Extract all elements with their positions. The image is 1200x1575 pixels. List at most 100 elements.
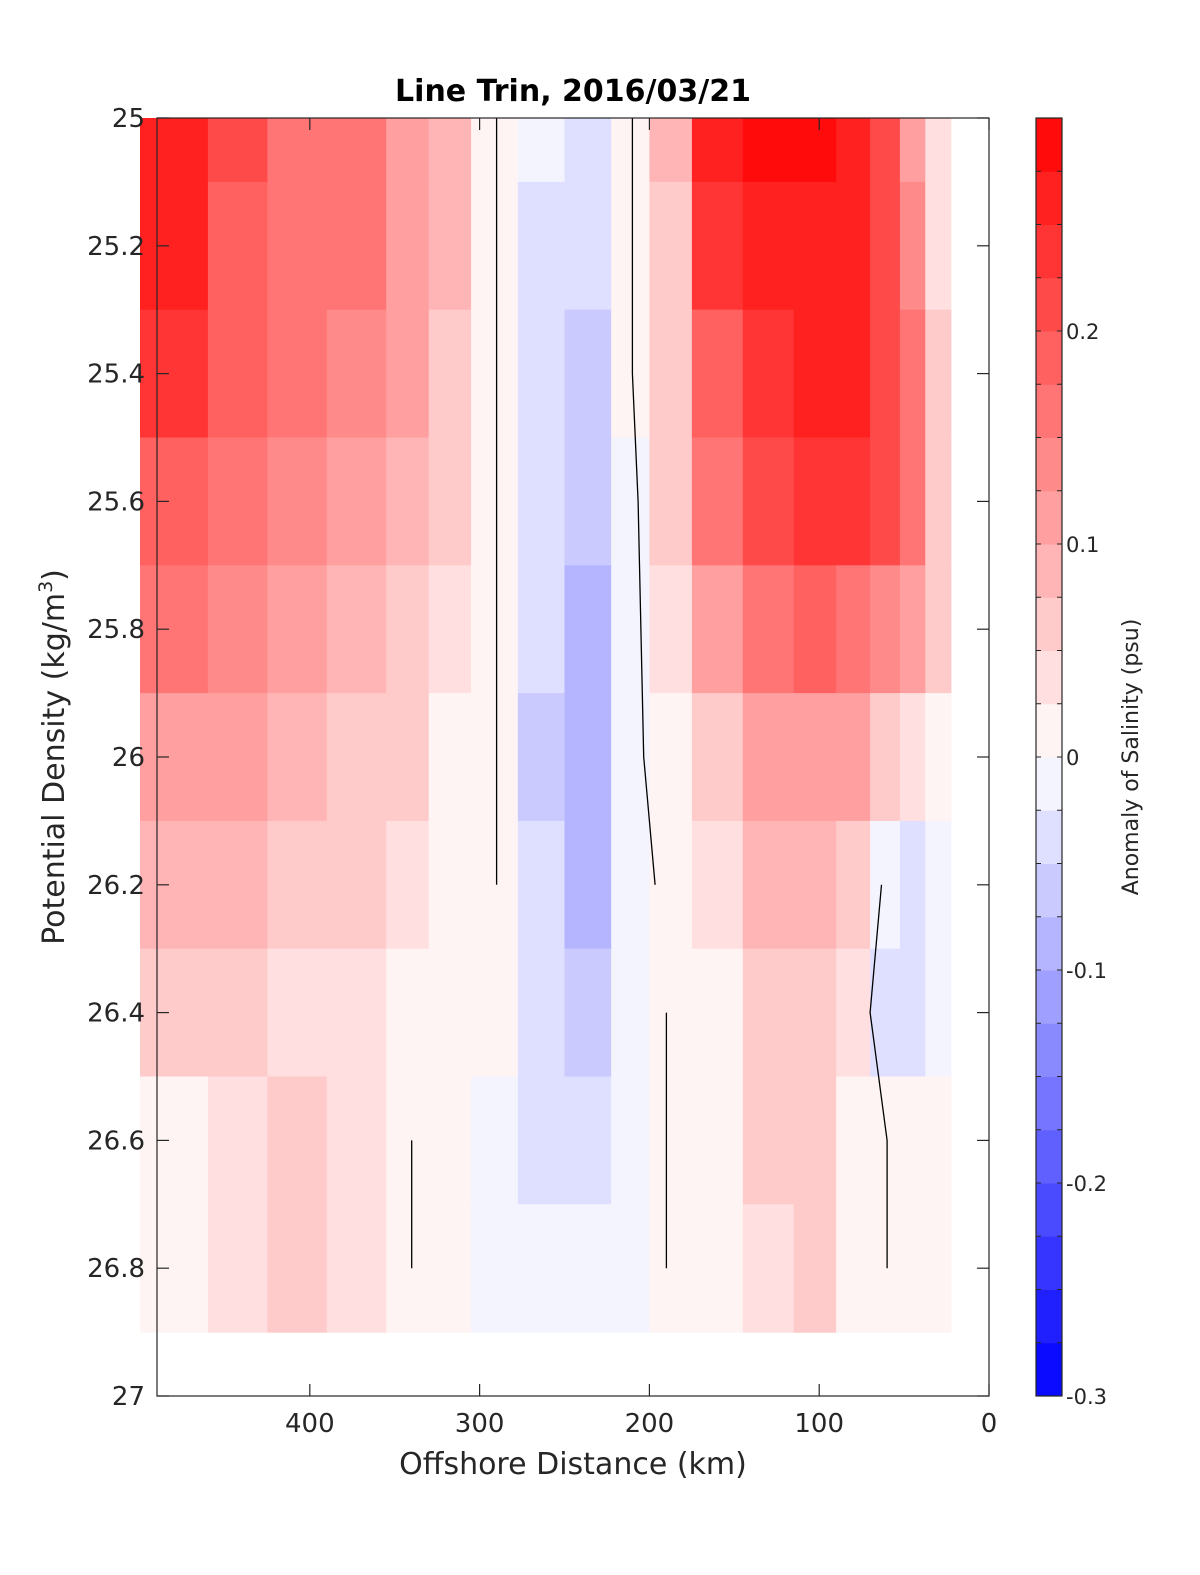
x-tick-label: 400 bbox=[285, 1409, 335, 1439]
heatmap-cell bbox=[386, 693, 430, 822]
heatmap-cell bbox=[140, 1204, 209, 1333]
heatmap-cell bbox=[564, 309, 612, 439]
colorbar-swatch bbox=[1036, 1129, 1062, 1184]
heatmap-cell bbox=[386, 1076, 430, 1205]
heatmap-cell bbox=[649, 1204, 693, 1333]
heatmap-cell bbox=[836, 1076, 871, 1205]
heatmap-cell bbox=[742, 118, 795, 183]
heatmap-cell bbox=[691, 1204, 744, 1333]
colorbar-swatch bbox=[1036, 970, 1062, 1024]
heatmap-cell bbox=[428, 948, 472, 1078]
heatmap-cell bbox=[471, 437, 519, 566]
colorbar-swatch bbox=[1036, 597, 1062, 651]
heatmap-cell bbox=[428, 693, 472, 822]
heatmap-cell bbox=[611, 309, 650, 439]
heatmap-cell bbox=[691, 820, 744, 950]
x-axis-ticks: 400 300 200 100 0 bbox=[285, 118, 997, 1439]
heatmap-cell bbox=[326, 309, 387, 439]
colorbar-swatch bbox=[1036, 810, 1062, 864]
heatmap-cell bbox=[564, 565, 612, 694]
x-axis-title: Offshore Distance (km) bbox=[399, 1447, 747, 1482]
heatmap-cell bbox=[471, 565, 519, 694]
heatmap-cell bbox=[517, 118, 566, 183]
heatmap-cell bbox=[326, 565, 387, 694]
heatmap-cell bbox=[517, 181, 566, 311]
heatmap-cell bbox=[899, 693, 926, 822]
heatmap-cell bbox=[517, 820, 566, 950]
heatmap-cell bbox=[925, 118, 952, 183]
y-tick-label: 25.4 bbox=[87, 360, 145, 390]
colorbar-tick-label: 0.1 bbox=[1066, 533, 1099, 557]
heatmap-cell bbox=[925, 693, 952, 822]
heatmap-cell bbox=[691, 309, 744, 439]
heatmap-cell bbox=[611, 437, 650, 566]
heatmap-cell bbox=[611, 1076, 650, 1205]
heatmap-cell bbox=[140, 1076, 209, 1205]
heatmap-cell bbox=[267, 565, 328, 694]
heatmap-cell bbox=[793, 437, 837, 566]
heatmap-cell bbox=[793, 565, 837, 694]
heatmap-cell bbox=[207, 820, 268, 950]
heatmap-cell bbox=[517, 309, 566, 439]
heatmap-cell bbox=[326, 820, 387, 950]
heatmap-cell bbox=[742, 948, 795, 1078]
heatmap-cell bbox=[870, 181, 901, 311]
colorbar-swatch bbox=[1036, 1183, 1062, 1237]
heatmap-cell bbox=[836, 118, 871, 183]
heatmap-cell bbox=[517, 948, 566, 1078]
colorbar-swatch bbox=[1036, 544, 1062, 598]
heatmap-cell bbox=[649, 118, 693, 183]
heatmap-cell bbox=[611, 565, 650, 694]
heatmap-cell bbox=[428, 1204, 472, 1333]
heatmap-cell bbox=[564, 948, 612, 1078]
y-tick-label: 26.2 bbox=[87, 871, 145, 901]
heatmap-cell bbox=[471, 948, 519, 1078]
heatmap-cell bbox=[207, 1076, 268, 1205]
heatmap-cell bbox=[691, 181, 744, 311]
heatmap-cell bbox=[267, 309, 328, 439]
y-tick-label: 25.6 bbox=[87, 487, 145, 517]
heatmap-cell bbox=[207, 693, 268, 822]
heatmap-cell bbox=[428, 181, 472, 311]
heatmap-cell bbox=[517, 437, 566, 566]
colorbar-swatch bbox=[1036, 118, 1062, 172]
colorbar-swatch bbox=[1036, 703, 1062, 758]
heatmap-cell bbox=[207, 948, 268, 1078]
heatmap-cell bbox=[899, 565, 926, 694]
heatmap-cell bbox=[471, 693, 519, 822]
y-axis-title-superscript: 3 bbox=[35, 581, 57, 593]
heatmap-cell bbox=[386, 437, 430, 566]
heatmap-cell bbox=[836, 948, 871, 1078]
heatmap-cell bbox=[836, 693, 871, 822]
heatmap-cell bbox=[870, 820, 901, 950]
heatmap-cell bbox=[564, 820, 612, 950]
heatmap-cell bbox=[836, 309, 871, 439]
colorbar-swatch bbox=[1036, 1023, 1062, 1077]
colorbar-frame bbox=[1035, 117, 1063, 1397]
heatmap-cell bbox=[899, 309, 926, 439]
heatmap-cell bbox=[870, 693, 901, 822]
heatmap-cell bbox=[691, 437, 744, 566]
heatmap-cell bbox=[742, 309, 795, 439]
heatmap-cell bbox=[267, 693, 328, 822]
y-tick-label: 25 bbox=[112, 104, 145, 134]
heatmap-cell bbox=[870, 118, 901, 183]
y-tick-label: 25.8 bbox=[87, 615, 145, 645]
heatmap-cell bbox=[326, 437, 387, 566]
heatmap-cell bbox=[386, 309, 430, 439]
heatmap-cell bbox=[386, 181, 430, 311]
colorbar-swatch bbox=[1036, 757, 1062, 811]
heatmap-cell bbox=[870, 309, 901, 439]
heatmap-cell bbox=[386, 948, 430, 1078]
heatmap-cell bbox=[428, 309, 472, 439]
heatmap-cell bbox=[793, 118, 837, 183]
heatmap-cell bbox=[326, 181, 387, 311]
heatmap-cell bbox=[870, 948, 901, 1078]
heatmap-cell bbox=[428, 565, 472, 694]
y-axis-title: Potential Density (kg/m3) bbox=[35, 569, 72, 945]
heatmap-cell bbox=[471, 181, 519, 311]
heatmap-cell bbox=[564, 437, 612, 566]
heatmap-cell bbox=[207, 181, 268, 311]
y-axis-title-main: Potential Density (kg/m bbox=[37, 593, 72, 945]
heatmap-cell bbox=[649, 820, 693, 950]
